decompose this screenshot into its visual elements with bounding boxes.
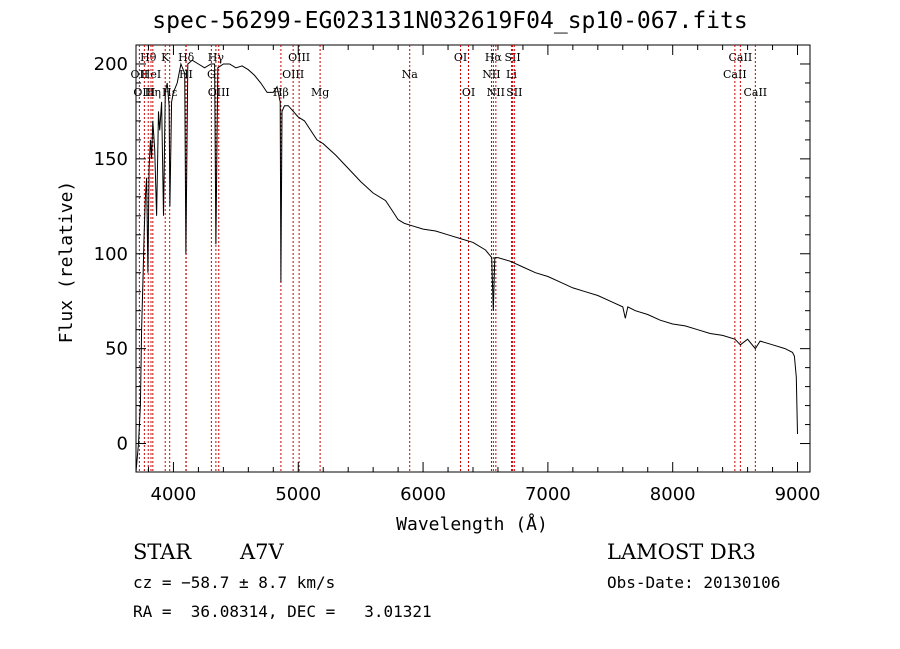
x-axis-label: Wavelength (Å) [396,513,548,535]
x-tick-label: 9000 [775,484,821,505]
line-marker-label: Hα [485,51,503,64]
line-marker-label: CaII [723,68,747,81]
line-marker-label: K [161,51,170,64]
line-marker-label: OII [131,68,149,81]
line-marker-label: Mg [311,86,329,99]
spectrum-line [135,59,798,473]
line-marker-label: Hη [145,86,161,99]
x-tick-label: 6000 [400,484,446,505]
line-marker-label: HeI [141,68,161,81]
obs-date: Obs-Date: 20130106 [607,573,781,592]
line-marker-label: OIII [133,86,155,99]
line-marker-label: OIII [288,51,310,64]
line-marker-label: NII [482,68,500,81]
line-marker-label: SII [506,86,522,99]
redshift-cz: cz = −58.7 ± 8.7 km/s [133,573,336,592]
y-tick-label: 200 [94,54,128,75]
line-marker-label: HI [179,68,193,81]
line-marker-label: OIII [282,68,304,81]
line-marker-label: Hθ [140,51,157,64]
line-marker-label: SII [504,51,520,64]
y-tick-label: 100 [94,244,128,265]
x-tick-label: 5000 [275,484,321,505]
chart-title: spec-56299-EG023131N032619F04_sp10-067.f… [152,8,748,34]
line-marker-label: Li [506,68,517,81]
line-marker-label: Na [402,68,419,81]
line-marker-label: G [207,68,216,81]
survey-name: LAMOST DR3 [607,540,756,564]
object-class: STAR [133,540,192,564]
x-tick-label: 4000 [151,484,197,505]
coordinates: RA = 36.08314, DEC = 3.01321 [133,602,432,621]
y-tick-label: 150 [94,149,128,170]
y-tick-label: 50 [105,339,128,360]
line-marker-label: NII [487,86,505,99]
line-marker-label: OIII [208,86,230,99]
line-marker-label: Hβ [273,86,289,99]
y-tick-label: 0 [117,434,128,455]
line-marker-label: Hγ [208,51,225,64]
x-tick-label: 8000 [650,484,696,505]
object-subclass: A7V [240,540,284,564]
axis-ticks: 4000 5000 6000 7000 8000 9000 0 50 100 150 200 [94,45,821,505]
x-tick-label: 7000 [525,484,571,505]
plot-frame [135,44,811,473]
line-marker-label: OI [462,86,475,99]
line-marker-label: OI [454,51,467,64]
line-marker-label: CaII [729,51,753,64]
line-marker-label: CaII [743,86,767,99]
y-axis-label: Flux (relative) [56,181,77,344]
